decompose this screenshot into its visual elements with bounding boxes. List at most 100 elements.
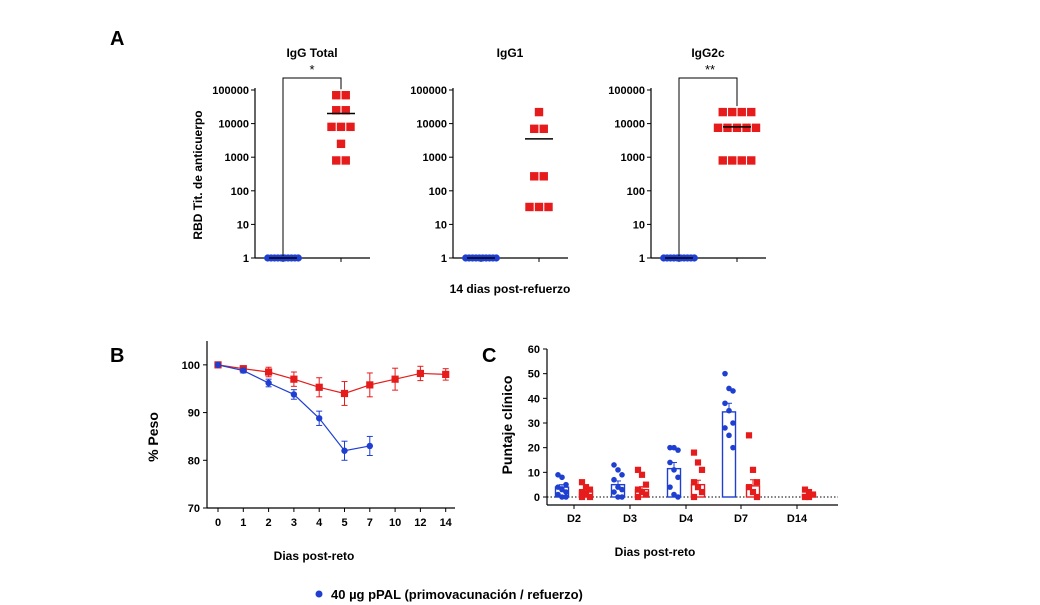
x-tick-label: 3 — [291, 517, 297, 529]
data-point — [642, 491, 650, 498]
y-tick-label: 10 — [633, 219, 645, 231]
data-point — [534, 202, 544, 212]
significance-marker: * — [309, 62, 314, 77]
x-tick-label: D4 — [679, 513, 694, 525]
data-point — [611, 476, 617, 483]
data-point — [730, 388, 736, 394]
data-point — [559, 486, 565, 493]
y-tick-label: 80 — [188, 455, 200, 467]
x-tick-label: 7 — [367, 517, 373, 529]
data-point — [667, 484, 673, 490]
legend-marker — [315, 590, 323, 598]
data-point — [675, 474, 681, 481]
data-point — [801, 486, 809, 493]
data-point — [690, 493, 698, 501]
data-point — [671, 467, 677, 473]
x-tick-label: 4 — [316, 517, 323, 529]
data-point — [671, 491, 677, 498]
data-point — [634, 466, 642, 473]
data-point — [809, 491, 817, 498]
data-point — [675, 494, 681, 500]
data-point — [751, 123, 761, 132]
data-point — [336, 122, 346, 132]
y-tick-label: 1 — [243, 253, 249, 265]
data-point — [346, 122, 355, 132]
y-tick-label: 60 — [528, 344, 540, 356]
data-point — [563, 494, 569, 500]
data-point — [539, 124, 548, 134]
data-point — [749, 488, 757, 496]
data-point — [726, 432, 732, 439]
data-point — [525, 202, 534, 212]
data-point — [730, 420, 736, 426]
data-point — [290, 375, 298, 383]
series-line — [217, 364, 446, 395]
data-point — [722, 425, 728, 431]
data-point — [316, 415, 323, 422]
data-point — [634, 486, 642, 493]
data-point — [722, 370, 728, 377]
data-point — [315, 383, 323, 391]
data-point — [726, 385, 732, 392]
y-tick-label: 100 — [429, 186, 447, 198]
data-point — [366, 381, 374, 389]
data-point — [753, 493, 761, 501]
y-tick-label: 20 — [528, 443, 540, 455]
data-point — [578, 488, 586, 496]
data-point — [332, 106, 341, 115]
data-point — [534, 107, 544, 117]
y-tick-label: 10000 — [614, 119, 645, 131]
data-point — [690, 449, 698, 456]
data-point — [611, 462, 617, 468]
x-tick-label: D2 — [567, 513, 581, 525]
data-point — [555, 484, 561, 490]
data-point — [559, 494, 565, 500]
y-tick-label: 50 — [528, 369, 540, 381]
panel-label-b: B — [110, 345, 124, 367]
data-point — [578, 493, 586, 501]
data-point — [332, 91, 341, 100]
legend-label: 40 µg pPAL (primovacunación / refuerzo) — [331, 587, 583, 602]
data-point — [718, 156, 727, 165]
data-point — [214, 361, 222, 369]
data-point — [619, 486, 625, 493]
data-point — [416, 369, 424, 378]
data-point — [745, 484, 753, 491]
data-point — [722, 400, 728, 407]
data-point — [737, 156, 746, 165]
x-tick-label: D7 — [734, 513, 748, 525]
data-point — [615, 494, 621, 500]
y-tick-label: 0 — [534, 492, 540, 504]
data-point — [530, 172, 539, 181]
data-point — [753, 479, 761, 486]
y-tick-label: 10 — [528, 467, 540, 479]
data-point — [698, 488, 706, 496]
data-point — [615, 467, 621, 473]
data-point — [667, 459, 673, 466]
y-tick-label: 100000 — [212, 85, 249, 97]
data-point — [340, 389, 349, 398]
y-tick-label: 10 — [435, 219, 447, 231]
data-point — [728, 156, 737, 165]
data-point — [694, 484, 702, 491]
scatter-plot-2: 1 10 100 1000 10000 100000 ** — [608, 62, 766, 265]
scatter-plot-1: 1 10 100 1000 10000 100000 — [410, 85, 568, 265]
data-point — [805, 488, 813, 496]
data-point — [805, 493, 813, 501]
data-point — [611, 489, 617, 495]
x-axis-label-c: Dias post-reto — [615, 545, 696, 559]
data-point — [671, 444, 677, 451]
data-point — [559, 474, 565, 481]
x-tick-label: 0 — [215, 517, 221, 529]
data-point — [737, 107, 746, 117]
data-point — [619, 472, 625, 478]
data-point — [747, 107, 756, 117]
x-tick-label: 10 — [389, 517, 401, 529]
data-point — [730, 444, 736, 451]
y-tick-label: 1000 — [423, 152, 447, 164]
x-tick-label: D14 — [787, 513, 808, 525]
x-axis-label-a: 14 dias post-refuerzo — [450, 282, 571, 296]
y-tick-label: 10 — [237, 219, 249, 231]
data-point — [801, 493, 809, 501]
